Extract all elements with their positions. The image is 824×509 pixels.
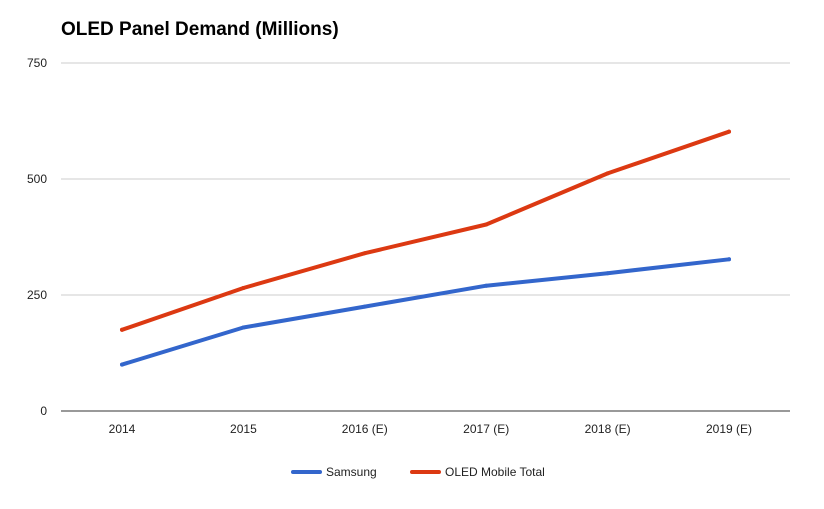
y-tick-label: 750 — [27, 56, 47, 70]
axis-layer: 0 250 500 750 2014 2015 2016 (E) 2017 (E) 2018 (… — [27, 56, 752, 436]
legend-label: Samsung — [326, 465, 377, 479]
x-tick-label: 2017 (E) — [463, 422, 509, 436]
data-point — [727, 257, 731, 262]
y-tick-label: 500 — [27, 172, 47, 186]
series-layer — [120, 129, 731, 367]
y-tick-label: 0 — [40, 404, 47, 418]
x-tick-label: 2018 (E) — [585, 422, 631, 436]
legend: Samsung OLED Mobile Total — [291, 465, 545, 479]
x-tick-label: 2016 (E) — [342, 422, 388, 436]
data-point — [727, 129, 731, 134]
y-tick-label: 250 — [27, 288, 47, 302]
series-line-1 — [120, 129, 731, 332]
x-tick-label: 2019 (E) — [706, 422, 752, 436]
data-point — [241, 325, 246, 330]
data-point — [120, 327, 124, 332]
data-point — [605, 171, 610, 176]
data-point — [362, 251, 367, 256]
x-tick-label: 2014 — [109, 422, 136, 436]
data-point — [362, 304, 367, 309]
chart-title: OLED Panel Demand (Millions) — [61, 19, 339, 40]
data-point — [605, 271, 610, 276]
data-point — [120, 362, 124, 367]
data-point — [484, 222, 489, 227]
legend-label: OLED Mobile Total — [445, 465, 545, 479]
data-point — [484, 283, 489, 288]
data-point — [241, 286, 246, 291]
series-line-0 — [120, 257, 731, 367]
x-tick-label: 2015 — [230, 422, 257, 436]
